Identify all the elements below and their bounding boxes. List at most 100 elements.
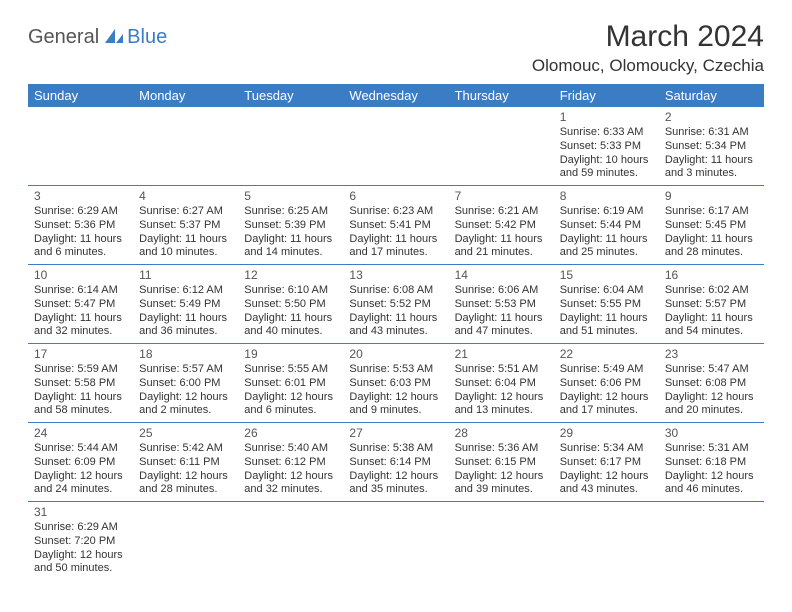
day-number: 20 [349,347,442,362]
day-detail: Sunset: 6:06 PM [560,377,653,391]
day-detail: Daylight: 10 hours [560,154,653,168]
day-detail: Daylight: 12 hours [349,391,442,405]
day-detail: Sunrise: 5:42 AM [139,442,232,456]
day-detail: Sunrise: 6:31 AM [665,126,758,140]
day-detail: and 35 minutes. [349,483,442,497]
day-number: 16 [665,268,758,283]
calendar-cell: 14Sunrise: 6:06 AMSunset: 5:53 PMDayligh… [449,265,554,344]
day-number: 13 [349,268,442,283]
day-detail: Sunset: 5:41 PM [349,219,442,233]
day-detail: and 43 minutes. [349,325,442,339]
day-detail: and 17 minutes. [560,404,653,418]
location: Olomouc, Olomoucky, Czechia [532,56,764,76]
calendar-cell: 15Sunrise: 6:04 AMSunset: 5:55 PMDayligh… [554,265,659,344]
day-detail: and 58 minutes. [34,404,127,418]
day-detail: Daylight: 12 hours [349,470,442,484]
calendar-cell: 21Sunrise: 5:51 AMSunset: 6:04 PMDayligh… [449,344,554,423]
day-detail: and 20 minutes. [665,404,758,418]
day-detail: Daylight: 11 hours [665,154,758,168]
day-number: 10 [34,268,127,283]
day-detail: Sunset: 5:33 PM [560,140,653,154]
day-header: Wednesday [343,84,448,107]
day-detail: and 36 minutes. [139,325,232,339]
calendar-row: 1Sunrise: 6:33 AMSunset: 5:33 PMDaylight… [28,107,764,186]
day-detail: and 6 minutes. [244,404,337,418]
day-detail: Daylight: 11 hours [560,233,653,247]
day-number: 22 [560,347,653,362]
day-header: Saturday [659,84,764,107]
day-number: 8 [560,189,653,204]
calendar-cell [238,502,343,581]
day-detail: Daylight: 11 hours [34,312,127,326]
day-detail: Sunset: 6:00 PM [139,377,232,391]
calendar-cell: 31Sunrise: 6:29 AMSunset: 7:20 PMDayligh… [28,502,133,581]
day-detail: Sunset: 5:50 PM [244,298,337,312]
day-detail: and 13 minutes. [455,404,548,418]
day-detail: Sunrise: 6:08 AM [349,284,442,298]
day-detail: Sunrise: 5:40 AM [244,442,337,456]
day-header: Monday [133,84,238,107]
day-detail: Sunset: 7:20 PM [34,535,127,549]
day-detail: and 39 minutes. [455,483,548,497]
calendar-cell: 6Sunrise: 6:23 AMSunset: 5:41 PMDaylight… [343,186,448,265]
day-detail: Sunset: 5:52 PM [349,298,442,312]
day-detail: and 32 minutes. [244,483,337,497]
day-detail: Daylight: 11 hours [455,233,548,247]
calendar-cell: 16Sunrise: 6:02 AMSunset: 5:57 PMDayligh… [659,265,764,344]
day-detail: Daylight: 12 hours [34,470,127,484]
calendar-cell: 23Sunrise: 5:47 AMSunset: 6:08 PMDayligh… [659,344,764,423]
day-detail: Daylight: 11 hours [244,233,337,247]
calendar-cell: 8Sunrise: 6:19 AMSunset: 5:44 PMDaylight… [554,186,659,265]
day-header: Tuesday [238,84,343,107]
calendar-cell: 11Sunrise: 6:12 AMSunset: 5:49 PMDayligh… [133,265,238,344]
calendar-cell: 13Sunrise: 6:08 AMSunset: 5:52 PMDayligh… [343,265,448,344]
day-number: 29 [560,426,653,441]
day-detail: and 46 minutes. [665,483,758,497]
day-detail: and 2 minutes. [139,404,232,418]
day-detail: Sunrise: 6:29 AM [34,205,127,219]
day-detail: and 51 minutes. [560,325,653,339]
day-detail: Sunrise: 5:36 AM [455,442,548,456]
calendar-cell: 26Sunrise: 5:40 AMSunset: 6:12 PMDayligh… [238,423,343,502]
day-detail: Sunset: 6:08 PM [665,377,758,391]
calendar-row: 3Sunrise: 6:29 AMSunset: 5:36 PMDaylight… [28,186,764,265]
day-detail: Daylight: 12 hours [139,391,232,405]
calendar-table: SundayMondayTuesdayWednesdayThursdayFrid… [28,84,764,580]
day-detail: Sunrise: 5:49 AM [560,363,653,377]
day-number: 3 [34,189,127,204]
day-detail: and 28 minutes. [665,246,758,260]
calendar-cell: 4Sunrise: 6:27 AMSunset: 5:37 PMDaylight… [133,186,238,265]
calendar-cell: 12Sunrise: 6:10 AMSunset: 5:50 PMDayligh… [238,265,343,344]
calendar-cell: 25Sunrise: 5:42 AMSunset: 6:11 PMDayligh… [133,423,238,502]
day-detail: Sunset: 6:03 PM [349,377,442,391]
calendar-cell: 5Sunrise: 6:25 AMSunset: 5:39 PMDaylight… [238,186,343,265]
day-number: 4 [139,189,232,204]
day-detail: and 28 minutes. [139,483,232,497]
calendar-cell: 17Sunrise: 5:59 AMSunset: 5:58 PMDayligh… [28,344,133,423]
day-number: 24 [34,426,127,441]
calendar-cell: 18Sunrise: 5:57 AMSunset: 6:00 PMDayligh… [133,344,238,423]
day-number: 12 [244,268,337,283]
calendar-cell: 22Sunrise: 5:49 AMSunset: 6:06 PMDayligh… [554,344,659,423]
day-detail: and 17 minutes. [349,246,442,260]
day-detail: Sunrise: 6:19 AM [560,205,653,219]
day-detail: Sunrise: 6:29 AM [34,521,127,535]
day-detail: Sunrise: 5:51 AM [455,363,548,377]
day-detail: Daylight: 12 hours [455,391,548,405]
day-detail: and 21 minutes. [455,246,548,260]
day-detail: Sunset: 5:53 PM [455,298,548,312]
day-detail: Daylight: 12 hours [665,470,758,484]
day-detail: Daylight: 12 hours [34,549,127,563]
calendar-row: 24Sunrise: 5:44 AMSunset: 6:09 PMDayligh… [28,423,764,502]
calendar-cell [343,502,448,581]
day-detail: and 59 minutes. [560,167,653,181]
day-detail: and 32 minutes. [34,325,127,339]
calendar-cell [449,107,554,186]
day-detail: Sunrise: 5:53 AM [349,363,442,377]
day-number: 14 [455,268,548,283]
sail-icon [103,27,125,50]
day-detail: Sunrise: 5:57 AM [139,363,232,377]
day-detail: Sunrise: 6:14 AM [34,284,127,298]
month-title: March 2024 [532,20,764,54]
calendar-cell: 27Sunrise: 5:38 AMSunset: 6:14 PMDayligh… [343,423,448,502]
